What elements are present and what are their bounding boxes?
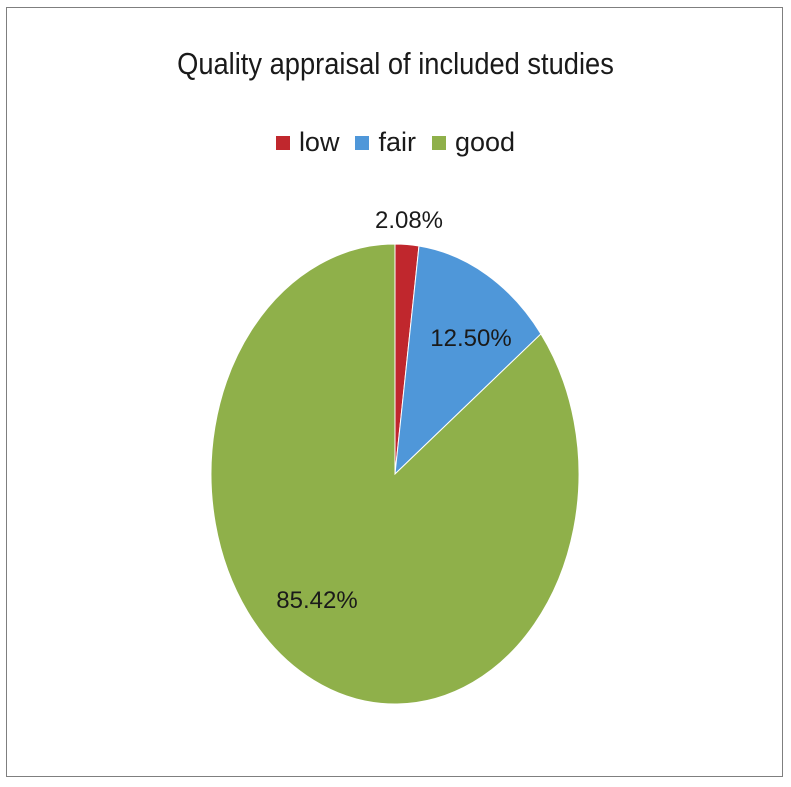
- pie-slice-good: [210, 243, 580, 705]
- legend-swatch-fair: [355, 135, 370, 150]
- legend-swatch-good: [431, 135, 446, 150]
- legend: low fair good: [7, 127, 784, 158]
- pie-slice-fair: [394, 245, 542, 476]
- legend-item-low: low: [275, 127, 340, 158]
- pie-slices: [210, 243, 580, 705]
- legend-swatch-low: [275, 135, 290, 150]
- data-label-low: 2.08%: [375, 207, 443, 234]
- pie-data-labels: 2.08% 12.50% 85.42%: [276, 207, 511, 614]
- pie-chart: 2.08% 12.50% 85.42%: [210, 207, 580, 705]
- legend-label-fair: fair: [378, 127, 416, 157]
- legend-label-good: good: [454, 127, 516, 157]
- data-label-fair: 12.50%: [430, 325, 511, 352]
- legend-item-good: good: [431, 127, 516, 158]
- legend-item-fair: fair: [355, 127, 416, 158]
- data-label-good: 85.42%: [276, 587, 357, 614]
- chart-frame: Quality appraisal of included studies lo…: [6, 7, 783, 777]
- legend-label-low: low: [298, 127, 340, 157]
- chart-title: Quality appraisal of included studies: [177, 46, 614, 81]
